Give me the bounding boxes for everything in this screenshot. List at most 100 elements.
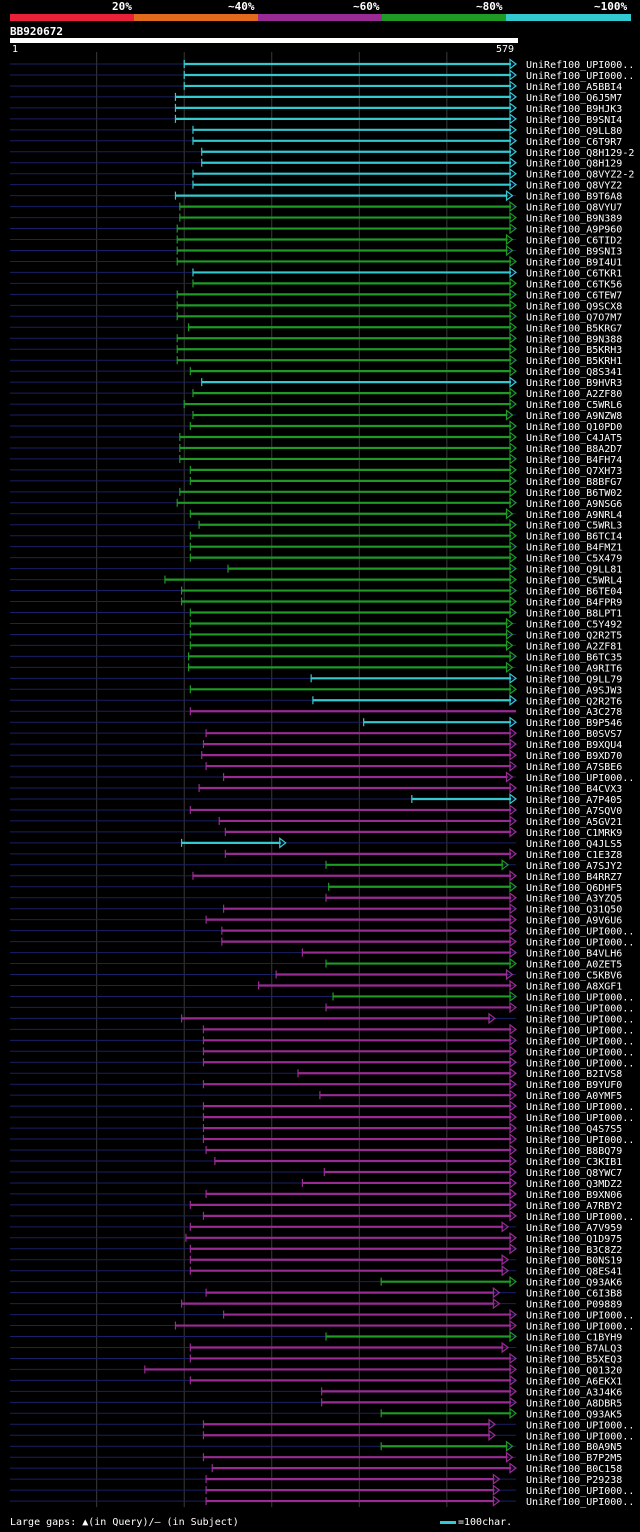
hit-label[interactable]: UniRef100_B8BQ79 — [526, 1146, 622, 1157]
hit-row[interactable]: UniRef100_Q01320 — [10, 1365, 622, 1377]
hit-label[interactable]: UniRef100_UPI000.. — [526, 1212, 634, 1223]
hit-row[interactable]: UniRef100_B4CVX3 — [10, 784, 622, 796]
hit-label[interactable]: UniRef100_UPI000.. — [526, 1311, 634, 1322]
hit-label[interactable]: UniRef100_B5KRG7 — [526, 323, 622, 334]
hit-label[interactable]: UniRef100_Q93AK5 — [526, 1409, 622, 1420]
hit-row[interactable]: UniRef100_UPI000.. — [10, 1014, 634, 1026]
hit-label[interactable]: UniRef100_Q6DHF5 — [526, 883, 622, 894]
hit-label[interactable]: UniRef100_B9YUF0 — [526, 1080, 622, 1091]
hit-row[interactable]: UniRef100_B6TW02 — [10, 487, 622, 499]
hit-row[interactable]: UniRef100_B9SNI3 — [10, 246, 622, 257]
hit-row[interactable]: UniRef100_P29238 — [10, 1475, 622, 1487]
hit-row[interactable]: UniRef100_C1BYH9 — [10, 1332, 622, 1344]
hit-row[interactable]: UniRef100_C6TEW7 — [10, 290, 622, 302]
hit-row[interactable]: UniRef100_UPI000.. — [10, 1113, 634, 1125]
hit-row[interactable]: UniRef100_UPI000.. — [10, 1497, 634, 1509]
hit-label[interactable]: UniRef100_Q10PD0 — [526, 422, 622, 433]
hit-label[interactable]: UniRef100_B4RRZ7 — [526, 872, 622, 883]
hit-label[interactable]: UniRef100_A7RBY2 — [526, 1201, 622, 1212]
hit-row[interactable]: UniRef100_B2IVS8 — [10, 1069, 622, 1081]
hit-label[interactable]: UniRef100_C1BYH9 — [526, 1333, 622, 1344]
hit-row[interactable]: UniRef100_C5WRL4 — [10, 575, 622, 587]
hit-row[interactable]: UniRef100_B7ALQ3 — [10, 1343, 622, 1355]
hit-label[interactable]: UniRef100_Q4S7S5 — [526, 1124, 622, 1135]
hit-row[interactable]: UniRef100_B8LPT1 — [10, 608, 622, 620]
hit-label[interactable]: UniRef100_B9I4U1 — [526, 257, 622, 268]
hit-row[interactable]: UniRef100_UPI000.. — [10, 1102, 634, 1114]
hit-row[interactable]: UniRef100_B0NS19 — [10, 1255, 622, 1267]
hit-row[interactable]: UniRef100_C4JAT5 — [10, 432, 622, 444]
hit-row[interactable]: UniRef100_C6I3B8 — [10, 1288, 622, 1300]
hit-row[interactable]: UniRef100_UPI000.. — [10, 1135, 634, 1147]
hit-row[interactable]: UniRef100_Q7O7M7 — [10, 312, 622, 324]
hit-row[interactable]: UniRef100_B9HVR3 — [10, 378, 622, 390]
hit-label[interactable]: UniRef100_C5X479 — [526, 554, 622, 565]
hit-label[interactable]: UniRef100_C1E3Z8 — [526, 850, 622, 861]
hit-row[interactable]: UniRef100_UPI000.. — [10, 1486, 634, 1498]
hit-row[interactable]: UniRef100_Q8ES41 — [10, 1266, 622, 1278]
hit-row[interactable]: UniRef100_UPI000.. — [10, 60, 634, 72]
hit-row[interactable]: UniRef100_A9P960 — [10, 224, 622, 236]
hit-label[interactable]: UniRef100_C6T9R7 — [526, 137, 622, 148]
hit-row[interactable]: UniRef100_B4FH74 — [10, 454, 622, 466]
hit-row[interactable]: UniRef100_B0A9N5 — [10, 1442, 622, 1454]
hit-label[interactable]: UniRef100_C5KBV6 — [526, 971, 622, 982]
hit-row[interactable]: UniRef100_UPI000.. — [10, 1003, 634, 1015]
hit-label[interactable]: UniRef100_A9NRL4 — [526, 510, 622, 521]
hit-label[interactable]: UniRef100_B9T6A8 — [526, 192, 622, 203]
hit-row[interactable]: UniRef100_B5KRG7 — [10, 323, 622, 335]
hit-label[interactable]: UniRef100_UPI000.. — [526, 1113, 634, 1124]
hit-label[interactable]: UniRef100_Q8S341 — [526, 367, 622, 378]
hit-label[interactable]: UniRef100_B0A9N5 — [526, 1442, 622, 1453]
hit-label[interactable]: UniRef100_B4FMZ1 — [526, 543, 622, 554]
hit-row[interactable]: UniRef100_Q8YWC7 — [10, 1167, 622, 1179]
hit-row[interactable]: UniRef100_A3YZQ5 — [10, 893, 622, 905]
hit-label[interactable]: UniRef100_C5WRL3 — [526, 521, 622, 532]
hit-row[interactable]: UniRef100_A9NRL4 — [10, 509, 622, 521]
hit-label[interactable]: UniRef100_A9RIT6 — [526, 663, 622, 674]
hit-label[interactable]: UniRef100_UPI000.. — [526, 1322, 634, 1333]
hit-label[interactable]: UniRef100_UPI000.. — [526, 1014, 634, 1025]
hit-label[interactable]: UniRef100_B6TC35 — [526, 652, 622, 663]
hit-label[interactable]: UniRef100_A0YMF5 — [526, 1091, 622, 1102]
hit-row[interactable]: UniRef100_B5KRH3 — [10, 345, 622, 357]
hit-label[interactable]: UniRef100_Q1D975 — [526, 1234, 622, 1245]
hit-row[interactable]: UniRef100_UPI000.. — [10, 926, 634, 938]
hit-label[interactable]: UniRef100_A3YZQ5 — [526, 894, 622, 905]
hit-label[interactable]: UniRef100_A3C278 — [526, 707, 622, 718]
hit-label[interactable]: UniRef100_A7SQV0 — [526, 806, 622, 817]
hit-row[interactable]: UniRef100_UPI000.. — [10, 1036, 634, 1048]
hit-row[interactable]: UniRef100_A5GV21 — [10, 816, 622, 828]
hit-row[interactable]: UniRef100_A0YMF5 — [10, 1091, 622, 1103]
hit-row[interactable]: UniRef100_UPI000.. — [10, 1058, 634, 1070]
hit-row[interactable]: UniRef100_C3KIB1 — [10, 1157, 622, 1169]
hit-row[interactable]: UniRef100_B9YUF0 — [10, 1080, 622, 1092]
hit-row[interactable]: UniRef100_Q6J5M7 — [10, 92, 622, 104]
hit-label[interactable]: UniRef100_B9XN06 — [526, 1190, 622, 1201]
hit-label[interactable]: UniRef100_A3J4K6 — [526, 1387, 622, 1398]
hit-label[interactable]: UniRef100_A8DBR5 — [526, 1398, 622, 1409]
hit-label[interactable]: UniRef100_B6TE04 — [526, 587, 622, 598]
hit-row[interactable]: UniRef100_UPI000.. — [10, 937, 634, 949]
hit-row[interactable]: UniRef100_A9NZW8 — [10, 411, 622, 423]
hit-label[interactable]: UniRef100_Q9LL79 — [526, 674, 622, 685]
hit-row[interactable]: UniRef100_B4RRZ7 — [10, 871, 622, 883]
hit-label[interactable]: UniRef100_C6TEW7 — [526, 290, 622, 301]
hit-row[interactable]: UniRef100_B9SNI4 — [10, 114, 622, 126]
hit-label[interactable]: UniRef100_C5Y492 — [526, 619, 622, 630]
hit-row[interactable]: UniRef100_UPI000.. — [10, 773, 634, 785]
hit-label[interactable]: UniRef100_B7P2M5 — [526, 1453, 622, 1464]
hit-row[interactable]: UniRef100_B8BFG7 — [10, 476, 622, 488]
hit-row[interactable]: UniRef100_UPI000.. — [10, 1047, 634, 1059]
hit-label[interactable]: UniRef100_A8XGF1 — [526, 981, 622, 992]
hit-label[interactable]: UniRef100_A7SBE6 — [526, 762, 622, 773]
hit-row[interactable]: UniRef100_Q10PD0 — [10, 422, 622, 434]
hit-row[interactable]: UniRef100_B0C158 — [10, 1464, 622, 1476]
hit-row[interactable]: UniRef100_A7P405 — [10, 794, 622, 806]
hit-row[interactable]: UniRef100_B9XD70 — [10, 751, 622, 763]
hit-row[interactable]: UniRef100_B3C8Z2 — [10, 1244, 622, 1256]
hit-row[interactable]: UniRef100_Q8H129 — [10, 158, 622, 170]
hit-label[interactable]: UniRef100_Q8VYU7 — [526, 203, 622, 214]
hit-row[interactable]: UniRef100_C5Y492 — [10, 619, 622, 631]
hit-label[interactable]: UniRef100_B3C8Z2 — [526, 1245, 622, 1256]
